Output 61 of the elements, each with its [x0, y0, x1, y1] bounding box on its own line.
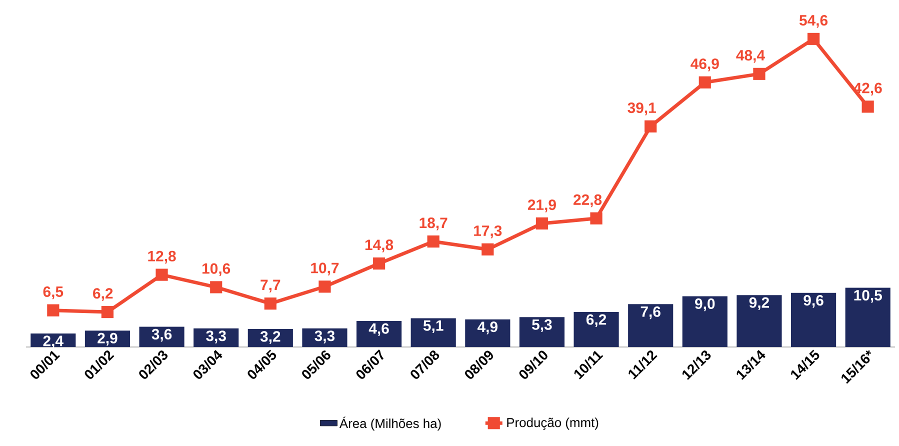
data-label: 4,6 [368, 323, 389, 336]
data-label: 46,9 [690, 58, 719, 72]
data-label: 2,9 [98, 332, 118, 346]
point [427, 235, 440, 248]
data-label: 6,5 [43, 286, 64, 300]
data-label: 54,6 [799, 15, 828, 28]
bar [628, 304, 674, 347]
bar [791, 292, 836, 347]
data-label: 7,6 [640, 306, 660, 320]
point [264, 298, 276, 310]
point [156, 268, 168, 281]
point [101, 306, 114, 318]
point [753, 68, 766, 80]
data-label: 14,8 [365, 240, 394, 252]
point [372, 257, 386, 270]
data-label: 3,3 [206, 330, 226, 344]
data-label: 10,5 [854, 290, 882, 303]
bar [356, 321, 402, 347]
data-label: 4,9 [477, 322, 498, 334]
point [807, 32, 820, 46]
bar [682, 296, 728, 347]
point [590, 212, 602, 224]
data-label: 48,4 [736, 50, 765, 63]
data-label: 2,4 [43, 336, 64, 348]
point [536, 217, 548, 230]
data-label: 17,3 [474, 225, 502, 238]
data-label: 22,8 [574, 194, 602, 208]
point [698, 76, 711, 88]
data-label: 5,1 [423, 320, 444, 334]
data-label: 10,7 [311, 262, 339, 276]
data-label: 9,0 [695, 298, 715, 312]
point [47, 304, 60, 316]
data-label: 3,6 [152, 328, 172, 342]
legend-label: Produção (mmt) [507, 418, 598, 430]
point [644, 120, 657, 132]
data-label: 10,6 [202, 263, 230, 276]
point [862, 100, 874, 113]
data-label: 21,9 [528, 199, 556, 212]
bar [410, 318, 456, 347]
bar [736, 295, 782, 347]
bar [139, 326, 184, 347]
data-label: 3,2 [260, 331, 280, 344]
data-label: 9,6 [804, 295, 824, 308]
data-label: 9,2 [749, 297, 770, 310]
bar [845, 288, 890, 347]
data-label: 6,2 [93, 288, 113, 301]
legend-label: Área (Milhões ha) [339, 416, 441, 431]
data-label: 3,3 [314, 330, 335, 344]
bar [302, 328, 348, 347]
data-label: 18,7 [420, 218, 448, 230]
bar [519, 317, 565, 347]
data-label: 12,8 [148, 250, 176, 264]
bar [465, 319, 510, 347]
bar [574, 312, 619, 347]
point [482, 243, 494, 256]
data-label: 7,7 [260, 280, 280, 292]
data-label: 39,1 [628, 102, 656, 116]
data-label: 6,2 [586, 314, 606, 327]
point [318, 280, 331, 293]
point [210, 281, 222, 294]
data-label: 5,3 [532, 319, 552, 332]
